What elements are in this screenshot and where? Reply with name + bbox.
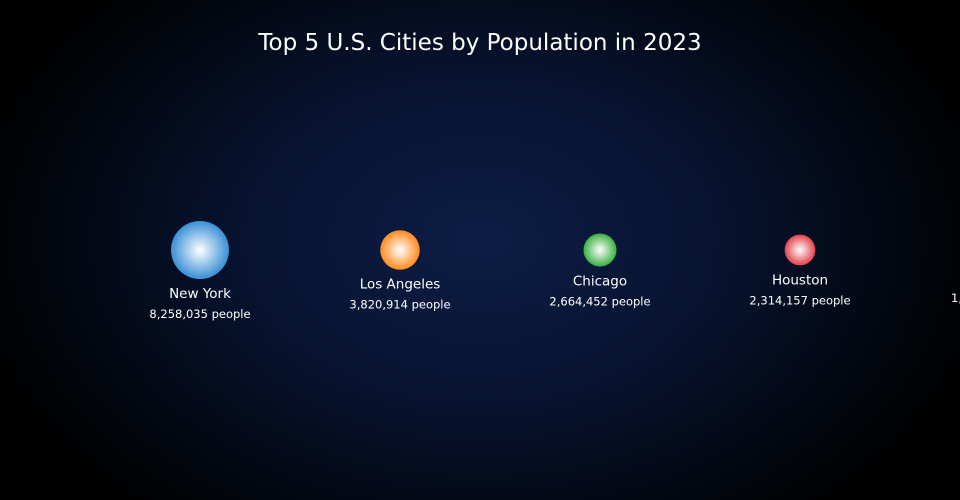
bubble-new-york: [170, 220, 230, 280]
bubble-los-angeles: [380, 230, 420, 270]
population-label: 2,314,157 people: [749, 293, 850, 307]
bubble-houston: [784, 234, 816, 266]
chart-title: Top 5 U.S. Cities by Population in 2023: [257, 30, 701, 56]
population-label: 2,664,452 people: [549, 294, 650, 308]
bubble-chicago: [583, 233, 617, 267]
population-label: 3,820,914 people: [349, 298, 450, 312]
population-label: 8,258,035 people: [149, 307, 250, 321]
population-label: 1,: [951, 291, 960, 305]
city-label: New York: [169, 286, 231, 302]
city-label: Houston: [772, 272, 828, 288]
city-label: Chicago: [573, 273, 627, 289]
city-label: Los Angeles: [360, 277, 441, 293]
